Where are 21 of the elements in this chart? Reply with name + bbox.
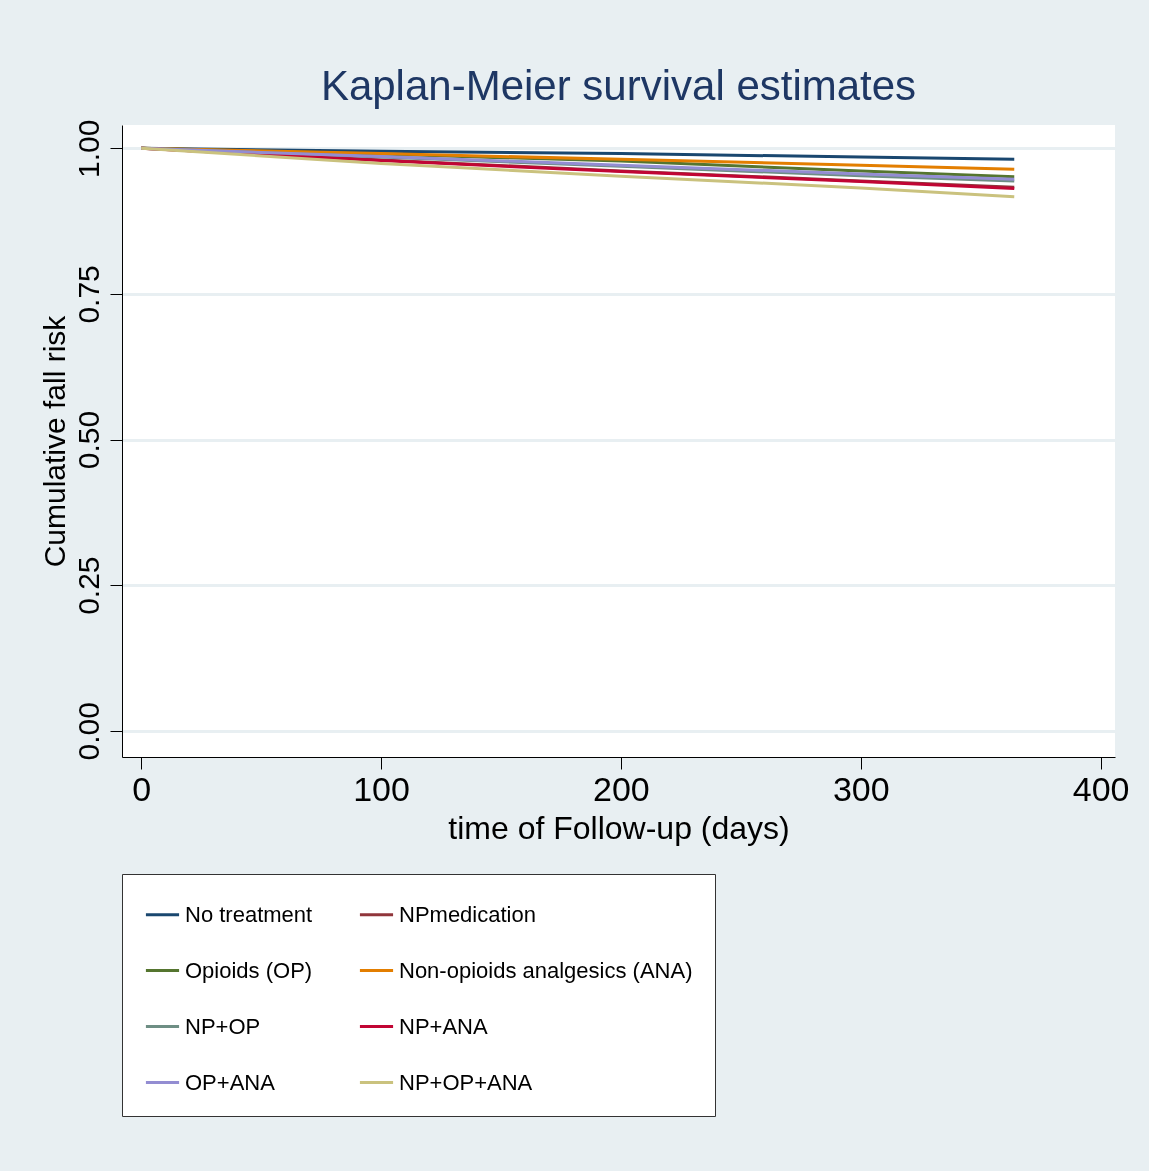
y-tick-label: 0.75 — [71, 265, 105, 324]
legend-label: Non-opioids analgesics (ANA) — [399, 957, 693, 983]
legend-label: No treatment — [185, 901, 313, 927]
y-tick-label: 1.00 — [71, 119, 105, 178]
y-tick-label: 0.00 — [71, 702, 105, 761]
legend-label: NP+ANA — [399, 1013, 488, 1039]
x-tick-label: 100 — [353, 769, 410, 808]
x-tick-label: 400 — [1072, 769, 1130, 808]
y-tick-label: 0.50 — [71, 410, 105, 470]
legend-label: NP+OP — [185, 1013, 261, 1039]
legend-label: NPmedication — [399, 901, 536, 927]
x-tick-label: 200 — [593, 769, 650, 808]
x-tick-label: 0 — [132, 769, 152, 808]
y-axis-title: Cumulative fall risk — [37, 314, 71, 568]
x-tick-label: 300 — [832, 769, 890, 808]
y-tick-label: 0.25 — [71, 556, 105, 615]
legend-label: Opioids (OP) — [185, 957, 313, 983]
legend-label: OP+ANA — [185, 1069, 276, 1095]
legend-label: NP+OP+ANA — [399, 1069, 533, 1095]
chart-title: Kaplan-Meier survival estimates — [320, 62, 917, 110]
x-axis-title: time of Follow-up (days) — [448, 809, 790, 846]
